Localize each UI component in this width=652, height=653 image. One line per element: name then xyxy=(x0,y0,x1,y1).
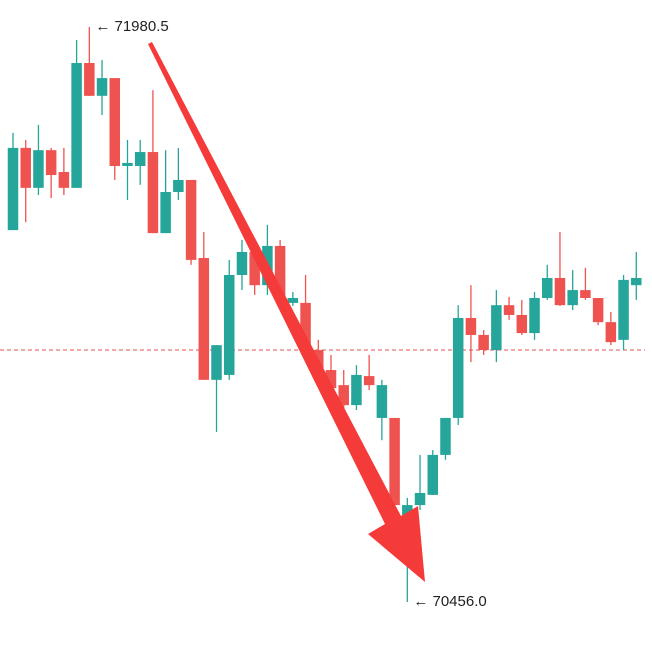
candle-body xyxy=(389,417,400,506)
candle-body xyxy=(7,147,19,231)
candle-body xyxy=(631,278,642,286)
candle-body xyxy=(541,278,553,298)
candle-body xyxy=(122,162,133,166)
candle-body xyxy=(351,374,362,406)
candle-body xyxy=(173,179,184,193)
candle-body xyxy=(465,317,477,335)
candle-body xyxy=(249,251,260,286)
candle-body xyxy=(503,305,515,315)
candle-body xyxy=(134,152,146,166)
candle-body xyxy=(580,290,591,298)
extreme-label: ← 71980.5 xyxy=(95,18,168,35)
candle-body xyxy=(478,334,489,351)
candle-body xyxy=(452,317,464,418)
candle-body xyxy=(274,245,286,300)
candle-body xyxy=(96,78,108,96)
candle-body xyxy=(160,192,171,234)
candle-body xyxy=(414,492,426,506)
candle-body xyxy=(58,172,70,188)
candle-body xyxy=(376,385,388,418)
candle-body xyxy=(147,152,159,234)
candle-body xyxy=(440,417,451,455)
candle-body xyxy=(185,179,197,260)
candle-body xyxy=(287,297,299,303)
candle-body xyxy=(516,314,528,334)
candle-body xyxy=(363,376,375,386)
candle-body xyxy=(338,385,349,406)
candle-body xyxy=(592,297,604,323)
candle-body xyxy=(109,78,121,166)
candle-body xyxy=(300,302,311,351)
candle-body xyxy=(20,147,31,188)
candle-body xyxy=(84,63,95,96)
annotations: ← 71980.5 ← 70456.0 xyxy=(95,18,486,610)
candle-body xyxy=(529,297,540,334)
candle-body xyxy=(45,150,57,176)
candle-body xyxy=(325,370,337,389)
candle-body xyxy=(33,150,44,188)
trend-arrow xyxy=(148,42,425,582)
candle-body xyxy=(567,290,578,306)
candles xyxy=(0,27,645,602)
candle-body xyxy=(618,279,629,340)
candle-body xyxy=(491,305,502,351)
candle-body xyxy=(223,274,235,375)
extreme-label: ← 70456.0 xyxy=(413,593,486,610)
candle-body xyxy=(236,251,248,275)
candle-body xyxy=(427,454,439,495)
candle-body xyxy=(198,258,210,380)
candle-body xyxy=(554,278,566,306)
candle-body xyxy=(71,63,82,188)
candle-body xyxy=(605,322,617,343)
candle-body xyxy=(211,345,222,380)
